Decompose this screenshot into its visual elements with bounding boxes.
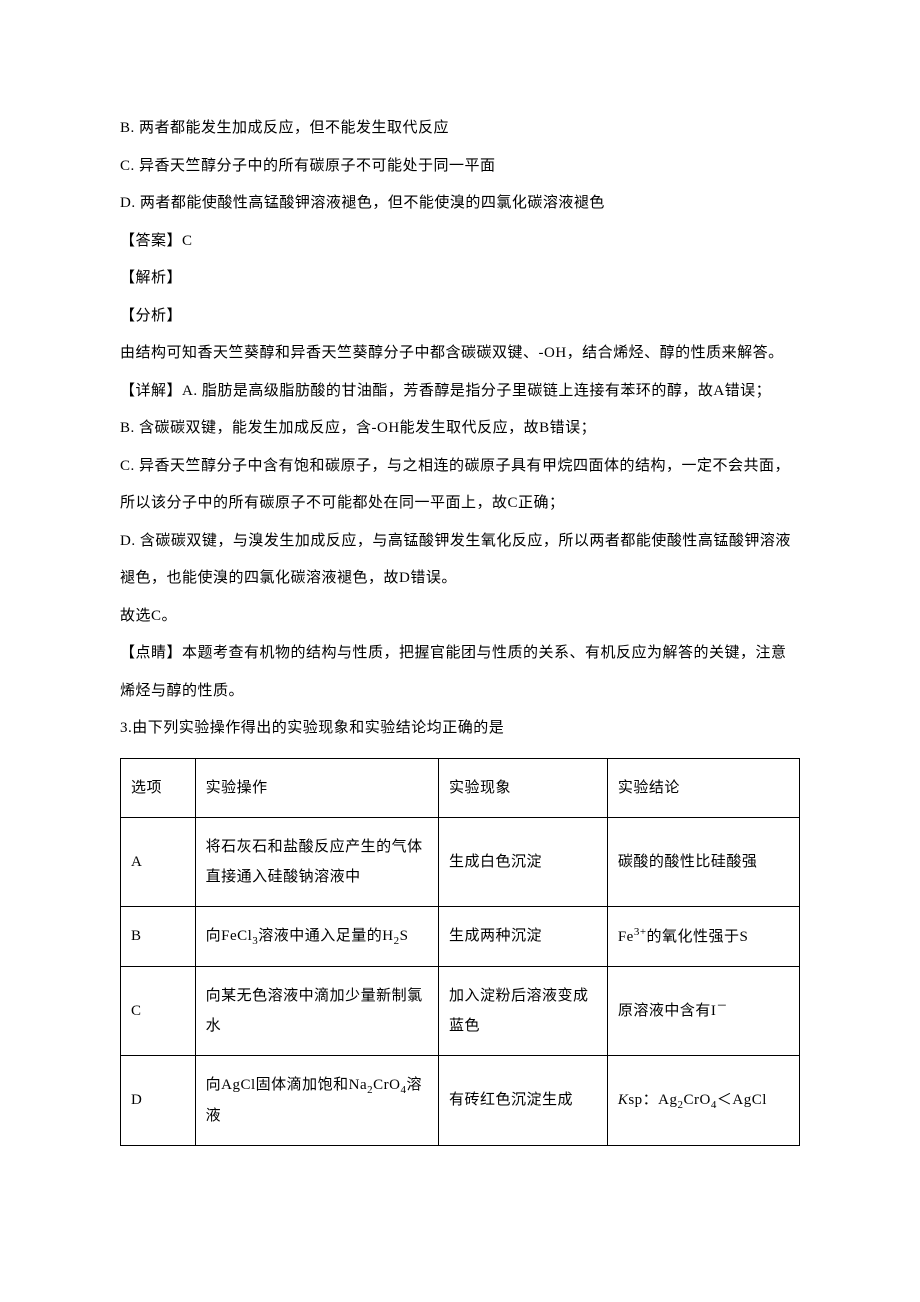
cell-con: Ksp：Ag2CrO4＜AgCl <box>607 1055 799 1145</box>
detail-a: 【详解】A. 脂肪是高级脂肪酸的甘油酯，芳香醇是指分子里碳链上连接有苯环的醇，故… <box>120 373 800 411</box>
cell-op: 将石灰石和盐酸反应产生的气体直接通入硅酸钠溶液中 <box>195 817 438 906</box>
explain-label: 【解析】 <box>120 260 800 298</box>
th-option: 选项 <box>121 758 196 817</box>
table-row: 选项 实验操作 实验现象 实验结论 <box>121 758 800 817</box>
cell-opt: D <box>121 1055 196 1145</box>
q3-stem: 3.由下列实验操作得出的实验现象和实验结论均正确的是 <box>120 710 800 748</box>
detail-so: 故选C。 <box>120 598 800 636</box>
th-operation: 实验操作 <box>195 758 438 817</box>
cell-ph: 生成白色沉淀 <box>439 817 608 906</box>
experiment-table: 选项 实验操作 实验现象 实验结论 A 将石灰石和盐酸反应产生的气体直接通入硅酸… <box>120 758 800 1146</box>
cell-op: 向FeCl3溶液中通入足量的H2S <box>195 906 438 966</box>
option-c: C. 异香天竺醇分子中的所有碳原子不可能处于同一平面 <box>120 148 800 186</box>
table-row: A 将石灰石和盐酸反应产生的气体直接通入硅酸钠溶液中 生成白色沉淀 碳酸的酸性比… <box>121 817 800 906</box>
cell-con: 原溶液中含有I－ <box>607 966 799 1055</box>
table-row: B 向FeCl3溶液中通入足量的H2S 生成两种沉淀 Fe3+的氧化性强于S <box>121 906 800 966</box>
analysis-body: 由结构可知香天竺葵醇和异香天竺葵醇分子中都含碳碳双键、-OH，结合烯烃、醇的性质… <box>120 335 800 373</box>
detail-b: B. 含碳碳双键，能发生加成反应，含-OH能发生取代反应，故B错误； <box>120 410 800 448</box>
analysis-label: 【分析】 <box>120 298 800 336</box>
th-phenomenon: 实验现象 <box>439 758 608 817</box>
cell-con: 碳酸的酸性比硅酸强 <box>607 817 799 906</box>
tip: 【点睛】本题考查有机物的结构与性质，把握官能团与性质的关系、有机反应为解答的关键… <box>120 635 800 710</box>
option-b: B. 两者都能发生加成反应，但不能发生取代反应 <box>120 110 800 148</box>
cell-opt: C <box>121 966 196 1055</box>
option-d: D. 两者都能使酸性高锰酸钾溶液褪色，但不能使溴的四氯化碳溶液褪色 <box>120 185 800 223</box>
cell-con: Fe3+的氧化性强于S <box>607 906 799 966</box>
detail-d: D. 含碳碳双键，与溴发生加成反应，与高锰酸钾发生氧化反应，所以两者都能使酸性高… <box>120 523 800 598</box>
cell-opt: A <box>121 817 196 906</box>
detail-c: C. 异香天竺醇分子中含有饱和碳原子，与之相连的碳原子具有甲烷四面体的结构，一定… <box>120 448 800 523</box>
cell-ph: 有砖红色沉淀生成 <box>439 1055 608 1145</box>
table-row: D 向AgCl固体滴加饱和Na2CrO4溶液 有砖红色沉淀生成 Ksp：Ag2C… <box>121 1055 800 1145</box>
answer-label: 【答案】C <box>120 223 800 261</box>
document-page: B. 两者都能发生加成反应，但不能发生取代反应 C. 异香天竺醇分子中的所有碳原… <box>0 0 920 1302</box>
th-conclusion: 实验结论 <box>607 758 799 817</box>
cell-ph: 加入淀粉后溶液变成蓝色 <box>439 966 608 1055</box>
cell-opt: B <box>121 906 196 966</box>
table-row: C 向某无色溶液中滴加少量新制氯水 加入淀粉后溶液变成蓝色 原溶液中含有I－ <box>121 966 800 1055</box>
cell-op: 向某无色溶液中滴加少量新制氯水 <box>195 966 438 1055</box>
cell-ph: 生成两种沉淀 <box>439 906 608 966</box>
cell-op: 向AgCl固体滴加饱和Na2CrO4溶液 <box>195 1055 438 1145</box>
